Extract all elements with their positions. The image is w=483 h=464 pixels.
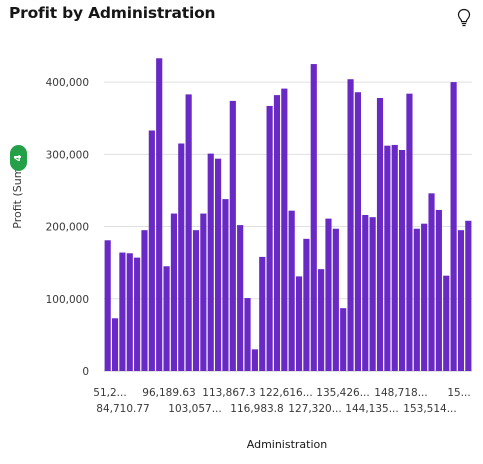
bar[interactable] [413,228,420,371]
x-tick-label: 144,135... [345,403,398,415]
bar[interactable] [443,275,450,371]
bar[interactable] [273,95,281,372]
chart-title: Profit by Administration [9,4,216,22]
count-badge[interactable]: 4 [10,145,27,171]
bar[interactable] [266,105,273,371]
bar[interactable] [295,276,303,371]
bar[interactable] [376,98,384,371]
bar[interactable] [200,213,207,371]
bar[interactable] [104,240,111,371]
bar[interactable] [141,230,148,371]
x-tick-label: 153,514... [403,403,456,415]
bar[interactable] [435,209,442,371]
bar[interactable] [185,94,192,371]
bar[interactable] [303,238,310,371]
count-badge-background [10,145,27,171]
bar[interactable] [222,199,229,371]
bar[interactable] [126,253,133,371]
bar[interactable] [134,257,141,371]
bar[interactable] [148,130,155,372]
bar[interactable] [340,308,347,371]
y-tick-label: 300,000 [46,149,89,161]
bar[interactable] [244,298,251,371]
bar[interactable] [406,93,413,372]
bar[interactable] [178,143,185,372]
lightbulb-icon[interactable] [456,8,472,28]
bar[interactable] [450,82,457,372]
bar[interactable] [251,349,258,371]
bar[interactable] [369,217,376,371]
x-tick-label: 122,616... [259,387,312,399]
bars [104,58,472,372]
bar[interactable] [318,269,325,371]
x-tick-label: 15... [447,387,470,399]
bar[interactable] [354,92,361,371]
bar[interactable] [391,144,398,371]
x-tick-label: 84,710.77 [96,403,149,415]
bar[interactable] [259,256,266,371]
bar[interactable] [310,64,317,371]
bar[interactable] [384,145,391,371]
bar[interactable] [465,220,472,371]
y-tick-labels: 0 100,000 200,000 300,000 400,000 [46,77,89,378]
bar[interactable] [119,252,126,371]
x-tick-label: 113,867.3 [202,387,255,399]
bar[interactable] [399,150,406,371]
count-badge-label: 4 [13,154,24,161]
bar[interactable] [325,218,332,371]
bar[interactable] [457,230,465,371]
y-tick-label: 0 [82,366,89,378]
x-tick-label: 103,057... [168,403,221,415]
bar[interactable] [237,225,244,371]
bar[interactable] [347,79,354,371]
y-tick-label: 100,000 [46,294,89,306]
bar[interactable] [362,215,369,371]
bar[interactable] [215,158,222,371]
x-tick-label: 51,2... [93,387,126,399]
bar[interactable] [428,193,435,371]
bar[interactable] [332,228,339,371]
x-axis-title: Administration [247,438,328,451]
bar[interactable] [281,88,288,372]
y-axis-title: Profit (Sum) [11,163,24,228]
x-tick-label: 127,320... [288,403,341,415]
bar[interactable] [156,58,163,371]
bar[interactable] [111,318,119,371]
bar[interactable] [207,153,214,371]
bar[interactable] [288,210,295,371]
y-tick-label: 200,000 [46,222,89,234]
x-tick-label: 116,983.8 [230,403,283,415]
x-tick-label: 96,189.63 [142,387,195,399]
y-tick-label: 400,000 [46,77,89,89]
bar[interactable] [229,100,236,371]
bar[interactable] [163,266,170,371]
bar[interactable] [192,230,200,371]
x-tick-label: 148,718... [374,387,427,399]
x-tick-labels: 51,2... 96,189.63 113,867.3 122,616... 135,4… [93,387,470,415]
x-tick-label: 135,426... [316,387,369,399]
bar[interactable] [421,223,428,371]
bar[interactable] [170,213,177,371]
